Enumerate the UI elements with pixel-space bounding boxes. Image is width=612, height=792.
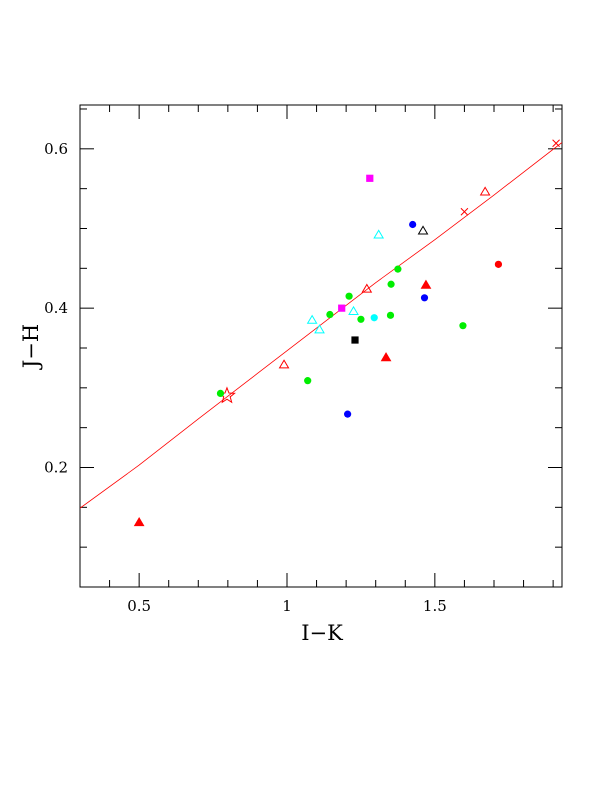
x-axis-label: I−K — [301, 621, 343, 645]
data-point — [494, 260, 503, 268]
data-point — [304, 377, 312, 385]
data-point — [417, 225, 429, 235]
x-tick-label: 0.5 — [127, 597, 151, 615]
data-points — [133, 174, 503, 527]
data-point — [370, 314, 378, 322]
data-point — [338, 304, 346, 312]
data-point — [387, 280, 395, 288]
tick-labels: 0.5 1 1.5 0.2 0.4 0.6 — [44, 140, 447, 615]
data-point — [351, 336, 359, 344]
data-point — [420, 279, 432, 289]
data-point — [394, 265, 402, 273]
data-point — [348, 305, 359, 315]
data-point — [314, 324, 325, 334]
data-point — [344, 410, 352, 418]
fit-line-group — [80, 139, 562, 509]
data-point — [326, 310, 334, 319]
data-point — [306, 314, 318, 324]
y-tick-label: 0.6 — [44, 140, 68, 158]
data-point — [409, 220, 417, 229]
line-marker — [460, 207, 469, 216]
plot-area — [80, 139, 562, 527]
y-tick-label: 0.4 — [44, 299, 68, 317]
plot-frame — [79, 104, 563, 588]
line-marker — [479, 186, 491, 196]
line-marker — [552, 139, 560, 148]
data-point — [373, 229, 385, 239]
y-axis-label: J−H — [19, 324, 43, 370]
y-tick-label: 0.2 — [44, 458, 68, 476]
x-tick-label: 1.5 — [423, 597, 447, 615]
data-point — [278, 359, 290, 369]
data-point — [386, 311, 395, 319]
data-point — [380, 352, 392, 362]
axis-ticks — [79, 105, 562, 588]
data-point — [216, 389, 225, 398]
data-point — [420, 294, 429, 302]
data-point — [366, 174, 374, 182]
data-point — [361, 283, 373, 293]
data-point — [459, 322, 467, 330]
fit-line — [80, 142, 562, 509]
data-point — [357, 315, 365, 323]
x-tick-label: 1 — [282, 597, 292, 615]
data-point — [133, 516, 145, 527]
data-point — [345, 292, 353, 300]
